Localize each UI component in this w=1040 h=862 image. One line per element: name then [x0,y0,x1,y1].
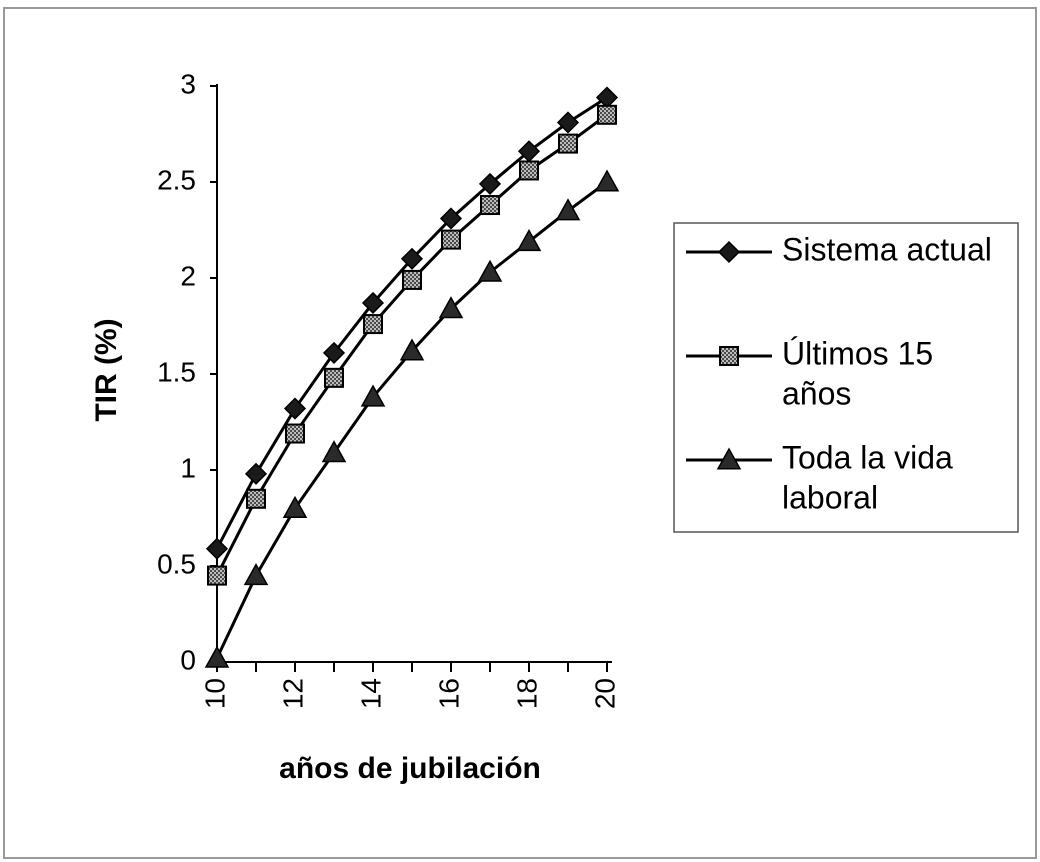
legend-entry-1: Últimos 15 años [686,335,933,411]
y-tick-label: 1 [180,452,196,483]
data-point [324,367,344,388]
data-point [205,537,229,560]
series-0 [205,86,619,560]
data-point [594,169,620,192]
data-point [204,645,230,668]
data-point [519,160,539,181]
x-tick-label: 10 [199,678,230,709]
data-point [438,296,464,319]
series-line [215,96,608,550]
data-point [283,397,307,420]
y-tick-label: 2.5 [157,164,196,195]
data-point [441,229,461,250]
data-point [322,341,346,364]
data-point [244,462,268,485]
x-ticks: 10 12 14 16 18 20 [199,662,620,709]
data-point [321,440,347,463]
x-tick-label: 12 [277,678,308,709]
legend-marker [717,240,741,264]
data-point [207,565,227,586]
chart-border [3,7,1037,859]
legend-box [673,222,1019,533]
data-point [363,314,383,335]
data-point [595,86,619,109]
legend-marker [719,346,739,366]
data-point [246,488,266,509]
y-tick-label: 0.5 [157,548,196,579]
data-point [555,198,581,221]
data-point [399,338,425,361]
data-point [361,291,385,315]
data-point [439,207,463,230]
series-1 [207,104,617,586]
x-tick-label: 18 [511,678,542,709]
data-point [478,172,502,195]
data-point [477,259,503,282]
x-tick-label: 20 [589,678,620,709]
x-tick-label: 14 [355,678,386,709]
data-point [516,228,542,252]
data-point [285,423,305,444]
y-axis-label: TIR (%) [90,318,123,421]
x-axis-label: años de jubilación [279,752,541,785]
series-2 [204,169,620,668]
legend-label: laboral [782,479,878,515]
data-point [402,269,422,290]
legend-label: Toda la vida [782,439,953,475]
legend-entry-2: Toda la vida laboral [686,439,953,515]
data-point [243,563,269,586]
y-tick-label: 2 [180,260,196,291]
data-point [282,495,308,518]
legend-label: Sistema actual [782,231,992,267]
data-point [400,247,424,270]
y-ticks: 0 0.5 1 1.5 2 2.5 3 [157,68,217,675]
data-point [360,384,386,407]
legend: Sistema actual Últimos 15 años Toda la vida… [686,231,992,515]
data-point [480,195,500,216]
legend-label: Últimos 15 [782,335,933,371]
data-point [556,111,580,134]
y-tick-label: 3 [180,68,196,99]
y-tick-label: 0 [180,644,196,675]
legend-label: años [782,375,851,411]
series-group [204,86,620,668]
legend-entry-0: Sistema actual [686,231,992,267]
legend-marker [716,447,742,470]
y-tick-label: 1.5 [157,356,196,387]
data-point [558,133,578,154]
data-point [597,104,617,125]
x-tick-label: 16 [433,678,464,709]
